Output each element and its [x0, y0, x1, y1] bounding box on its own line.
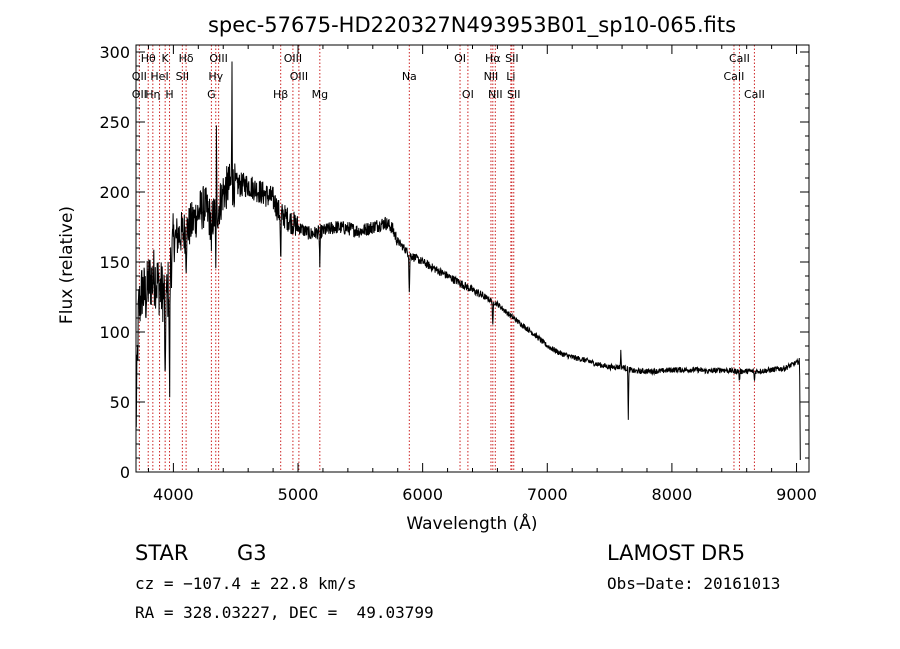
y-axis-label: Flux (relative) — [57, 206, 77, 324]
line-labels: Hθ K Hδ OIII OIII OI Hα SII CaII OII HeI SII Hγ OIII N… — [132, 52, 765, 101]
line-label-25: NII — [488, 88, 503, 101]
line-label-5: OI — [454, 52, 466, 65]
x-tick-label: 4000 — [153, 485, 194, 504]
y-tick-label: 100 — [99, 323, 130, 342]
line-label-0: Hθ — [141, 52, 156, 65]
x-tick-label: 9000 — [776, 485, 817, 504]
line-label-22: Hβ — [273, 88, 288, 101]
chart-title: spec-57675-HD220327N493953B01_sp10-065.f… — [208, 13, 736, 38]
line-label-19: Hη — [145, 88, 160, 101]
line-label-11: SII — [176, 70, 189, 83]
line-label-13: OIII — [290, 70, 308, 83]
plot-frame — [135, 44, 810, 473]
line-label-15: NII — [484, 70, 499, 83]
line-label-20: H — [165, 88, 173, 101]
line-label-9: OII — [132, 70, 147, 83]
line-label-3: OIII — [209, 52, 227, 65]
line-label-6: Hα — [485, 52, 501, 65]
y-tick-label: 0 — [120, 463, 130, 482]
line-label-17: CaII — [724, 70, 745, 83]
line-label-7: SII — [505, 52, 518, 65]
redshift-text: cz = −107.4 ± 22.8 km/s — [135, 574, 357, 593]
line-label-1: K — [162, 52, 170, 65]
object-class: STAR — [135, 541, 189, 565]
line-label-10: HeI — [150, 70, 168, 83]
axes: 4000 5000 6000 7000 8000 9000 0 50 100 150 200 250 3… — [99, 43, 816, 504]
line-label-16: Li — [506, 70, 515, 83]
line-label-4: OIII — [284, 52, 302, 65]
line-label-14: Na — [402, 70, 417, 83]
obs-date: Obs−Date: 20161013 — [607, 574, 781, 593]
x-tick-label: 6000 — [402, 485, 443, 504]
line-label-12: Hγ — [208, 70, 223, 83]
y-tick-label: 150 — [99, 253, 130, 272]
line-label-21: G — [207, 88, 216, 101]
y-tick-label: 50 — [110, 393, 130, 412]
line-label-24: OI — [462, 88, 474, 101]
x-tick-label: 5000 — [278, 485, 319, 504]
object-subclass: G3 — [237, 541, 267, 565]
coordinates: RA = 328.03227, DEC = 49.03799 — [135, 603, 434, 622]
x-axis-label: Wavelength (Å) — [406, 512, 537, 534]
line-label-26: SII — [507, 88, 520, 101]
line-label-8: CaII — [729, 52, 750, 65]
spectrum-line — [135, 61, 801, 461]
line-label-23: Mg — [312, 88, 328, 101]
y-tick-label: 300 — [99, 43, 130, 62]
y-tick-label: 200 — [99, 183, 130, 202]
x-tick-label: 8000 — [652, 485, 693, 504]
x-tick-label: 7000 — [527, 485, 568, 504]
line-label-2: Hδ — [179, 52, 194, 65]
line-label-27: CaII — [744, 88, 765, 101]
y-tick-label: 250 — [99, 113, 130, 132]
survey-name: LAMOST DR5 — [607, 541, 746, 565]
